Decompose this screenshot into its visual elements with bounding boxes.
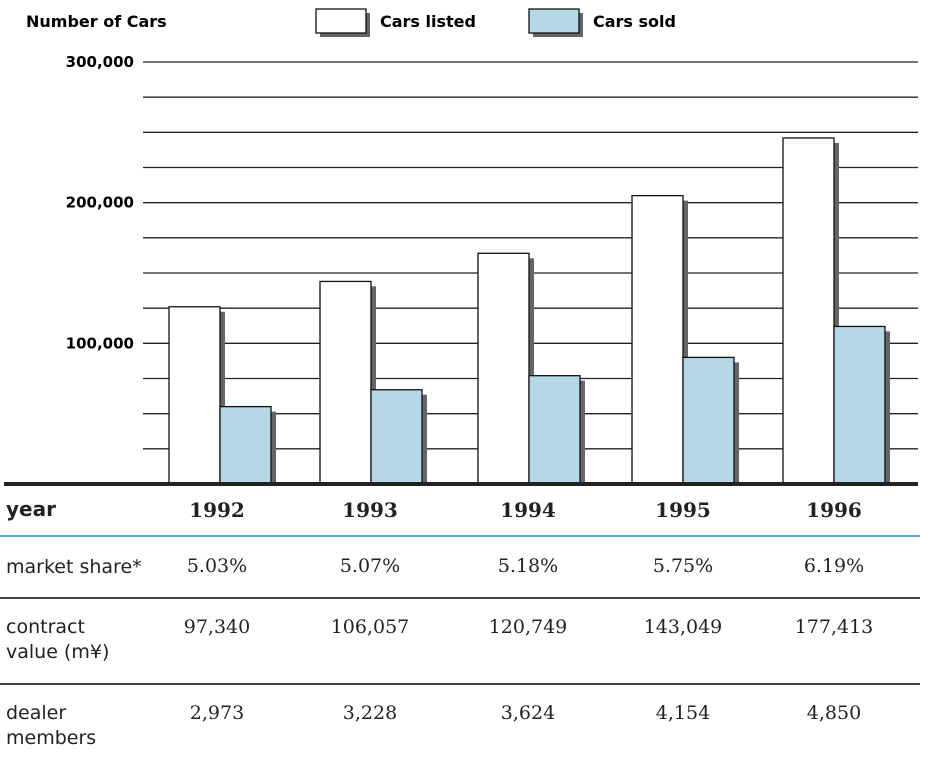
year-row: year 1992 1993 1994 1995 1996 (0, 487, 920, 535)
bar-cars-listed-1992 (168, 306, 221, 485)
year-label: year (6, 497, 56, 521)
market-share-label: market share* (6, 556, 142, 578)
bar-cars-sold-1996 (833, 325, 886, 485)
bar-cars-sold-1993 (370, 389, 423, 485)
bar-cars-listed-1993 (319, 280, 372, 485)
legend: Cars listed Cars sold (315, 8, 676, 37)
bar-cars-listed-1996 (782, 137, 835, 485)
table-cell: 5.18% (497, 555, 559, 577)
y-tick-label: 200,000 (66, 194, 134, 212)
bar-cars-sold-1995 (682, 356, 735, 485)
y-axis-title: Number of Cars (26, 12, 167, 31)
table-cell: 177,413 (794, 616, 874, 638)
table-cell: 1996 (806, 498, 862, 522)
table-cell: 1995 (655, 498, 711, 522)
contract-value-row: contract value (m¥) 97,340 106,057 120,749… (0, 599, 920, 683)
dealer-members-row: dealer members 2,973 3,228 3,624 4,154 4,850 (0, 685, 920, 769)
table-cell: 143,049 (643, 616, 723, 638)
contract-value-label: contract value (m¥) (6, 615, 109, 665)
legend-label: Cars sold (593, 12, 676, 31)
table-cell: 5.07% (339, 555, 401, 577)
bar-chart: 100,000 200,000 300,000 Number of Cars Car… (4, 8, 918, 486)
table-cell: 1992 (189, 498, 245, 522)
dealer-members-label: dealer members (6, 701, 96, 751)
y-tick-label: 100,000 (66, 334, 134, 352)
contract-value-label-line-1: contract (6, 616, 85, 638)
table-cell: 3,228 (342, 702, 398, 724)
market-share-divider (0, 597, 920, 599)
bar-cars-listed-1994 (477, 252, 530, 485)
table-cell: 120,749 (488, 616, 568, 638)
year-divider (0, 535, 920, 537)
y-tick-labels: 100,000 200,000 300,000 (66, 53, 134, 352)
bar-cars-sold-1992 (219, 405, 272, 485)
legend-swatch-cars-sold (528, 8, 580, 34)
contract-value-divider (0, 683, 920, 685)
table-cell: 4,154 (655, 702, 711, 724)
table-cell: 5.75% (652, 555, 714, 577)
table-cell: 4,850 (806, 702, 862, 724)
y-tick-label: 300,000 (66, 53, 134, 71)
table-cell: 2,973 (189, 702, 245, 724)
table-cell: 5.03% (186, 555, 248, 577)
table-cell: 3,624 (500, 702, 556, 724)
table-cell: 106,057 (330, 616, 410, 638)
dealer-members-label-line-2: members (6, 727, 97, 749)
legend-swatch-cars-listed (315, 8, 367, 34)
table-cell: 6.19% (803, 555, 865, 577)
bars (168, 137, 890, 485)
dealer-members-label-line-1: dealer (6, 702, 67, 724)
legend-label: Cars listed (380, 12, 476, 31)
contract-value-label-line-2: value (m¥) (6, 641, 110, 663)
table-cell: 1994 (500, 498, 556, 522)
table-cell: 1993 (342, 498, 398, 522)
market-share-row: market share* 5.03% 5.07% 5.18% 5.75% 6.19% (0, 537, 920, 597)
bar-cars-sold-1994 (528, 375, 581, 485)
bar-cars-listed-1995 (631, 194, 684, 485)
table-cell: 97,340 (183, 616, 251, 638)
